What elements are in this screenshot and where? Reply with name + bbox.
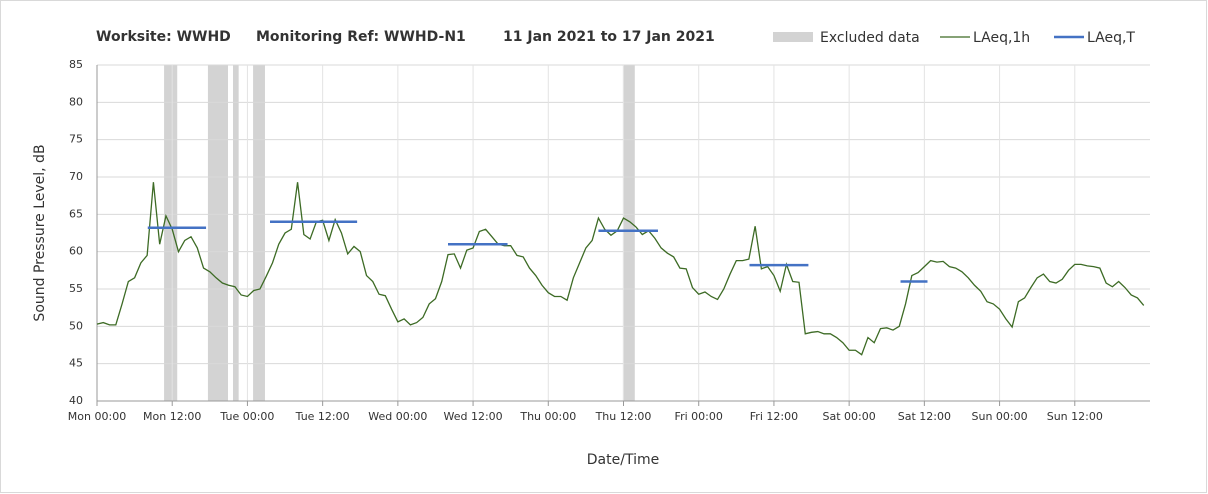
y-tick-label: 65: [69, 207, 83, 220]
x-tick-label: Mon 12:00: [143, 410, 201, 423]
x-tick-label: Sat 00:00: [823, 410, 876, 423]
x-tick-label: Sat 12:00: [898, 410, 951, 423]
y-tick-label: 60: [69, 245, 83, 258]
y-tick-label: 75: [69, 133, 83, 146]
x-tick-label: Thu 12:00: [595, 410, 652, 423]
x-axis-label: Date/Time: [587, 452, 659, 468]
title-site: Worksite: WWHD: [96, 29, 231, 45]
x-tick-label: Fri 12:00: [750, 410, 798, 423]
line-series: [96, 182, 1145, 356]
x-tick-label: Sun 00:00: [972, 410, 1028, 423]
x-tick-label: Thu 00:00: [519, 410, 576, 423]
x-tick-label: Mon 00:00: [68, 410, 126, 423]
legend-label: Excluded data: [820, 30, 920, 46]
x-tick-label: Fri 00:00: [675, 410, 723, 423]
y-tick-label: 55: [69, 282, 83, 295]
title-dates: 11 Jan 2021 to 17 Jan 2021: [503, 29, 715, 45]
legend-label: LAeq,1h: [973, 30, 1030, 46]
y-tick-label: 45: [69, 357, 83, 370]
y-tick-label: 70: [69, 170, 83, 183]
y-tick-label: 40: [69, 394, 83, 407]
x-tick-label: Tue 00:00: [219, 410, 274, 423]
y-tick-label: 85: [69, 58, 83, 71]
x-tick-label: Tue 12:00: [295, 410, 350, 423]
title-ref: Monitoring Ref: WWHD-N1: [256, 29, 466, 45]
y-tick-label: 80: [69, 95, 83, 108]
excluded-span: [253, 65, 265, 401]
excluded-span: [622, 65, 635, 401]
excluded-span: [207, 65, 228, 401]
excluded-span: [233, 65, 239, 401]
y-tick-label: 50: [69, 319, 83, 332]
x-tick-label: Sun 12:00: [1047, 410, 1103, 423]
legend-label: LAeq,T: [1087, 30, 1135, 46]
x-tick-label: Wed 00:00: [368, 410, 427, 423]
excluded-span: [164, 65, 178, 401]
legend-swatch: [773, 32, 813, 42]
x-tick-label: Wed 12:00: [443, 410, 502, 423]
y-axis-label: Sound Pressure Level, dB: [32, 144, 48, 321]
